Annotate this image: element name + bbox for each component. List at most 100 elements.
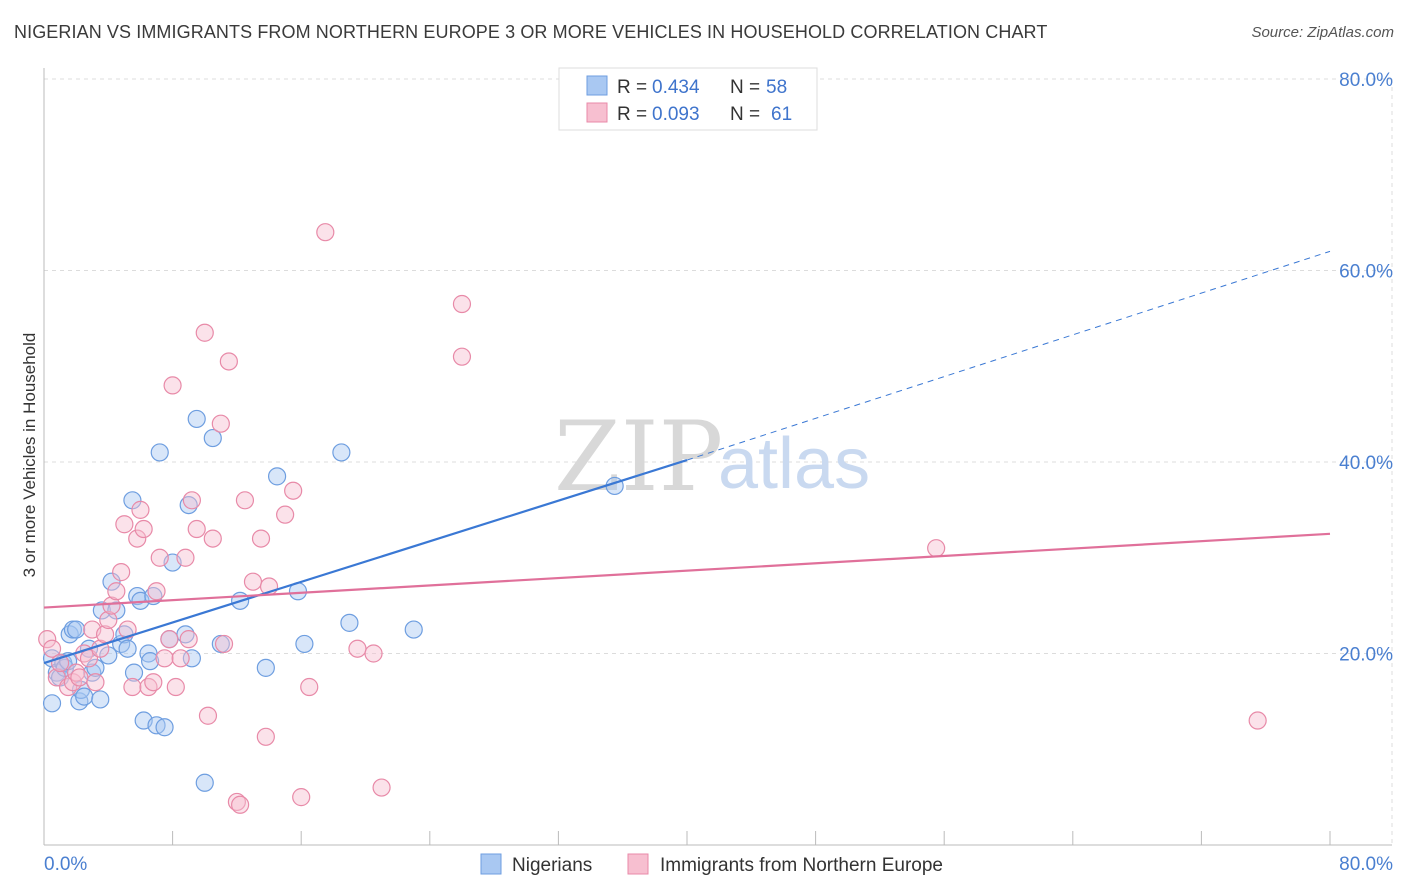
nigerians-trend-line [43,459,688,665]
northern-europe-point [231,795,250,814]
northern-europe-point [452,347,472,366]
data-points [38,223,1267,814]
nigerian-point [91,690,110,709]
nigerian-point [92,601,111,620]
northern-europe-point [107,582,126,601]
nigerian-point [295,634,314,654]
source-label: Source: ZipAtlas.com [1251,24,1394,41]
northern-europe-point [364,644,383,663]
x-tick-label: 0.0% [44,854,87,875]
northern-europe-point [160,630,179,649]
northern-europe-point [348,639,367,658]
northern-europe-point [195,323,214,342]
northern-europe-point [118,620,137,639]
northern-europe-point [179,630,198,649]
northern-europe-point [256,727,275,746]
northern-europe-point [276,505,295,524]
northern-europe-point [211,414,230,433]
northern-europe-point [70,668,89,687]
northern-europe-point [251,529,271,548]
nigerians-trend-extension [686,250,1331,461]
nigerian-point [42,694,62,713]
x-tick-label: 80.0% [1339,854,1393,875]
nigerian-point [86,658,105,677]
legend-r-label: R = [617,77,647,98]
y-tick-label: 80.0% [1339,70,1393,91]
northern-europe-point [131,500,150,519]
watermark: ZIP atlas [554,401,870,513]
legend-swatch-nigerians [586,75,608,96]
nigerian-point [102,572,121,591]
nigerian-point [150,443,169,462]
northern-europe-point [243,572,263,591]
northern-europe-point [214,634,234,654]
northern-europe-point [284,481,303,500]
legend-swatch-northern-europe [627,853,649,875]
nigerian-point [140,652,160,671]
legend-n-label: N = [730,77,760,98]
legend-series: Nigerians Immigrants from Northern Europ… [480,853,943,876]
northern-europe-point [86,673,105,692]
northern-europe-trend-line [43,532,1331,609]
northern-europe-point [316,223,335,242]
northern-europe-point [115,515,134,534]
legend-r-label: R = [617,104,647,125]
legend-swatch-nigerians [480,853,502,875]
northern-europe-point [171,649,190,668]
northern-europe-point [123,677,142,697]
legend-label-northern-europe: Immigrants from Northern Europe [660,855,943,876]
nigerian-point [67,620,86,639]
northern-europe-point [176,548,195,567]
nigerian-point [340,613,359,632]
northern-europe-point [155,649,174,668]
chart-title: NIGERIAN VS IMMIGRANTS FROM NORTHERN EUR… [14,22,1048,42]
y-tick-label: 40.0% [1339,453,1393,474]
y-tick-label: 20.0% [1339,645,1393,666]
watermark-atlas: atlas [718,424,870,504]
northern-europe-point [300,677,319,697]
nigerian-point [256,658,275,677]
nigerian-point [155,718,174,737]
northern-europe-point [134,519,153,539]
nigerian-point [404,620,423,639]
legend-swatch-northern-europe [586,102,608,123]
legend-label-nigerians: Nigerians [512,855,592,876]
northern-europe-point [128,529,147,548]
northern-europe-point [102,596,121,615]
northern-europe-point [198,706,218,725]
legend-n-value: 61 [771,104,792,125]
northern-europe-point [187,519,206,539]
northern-europe-point [42,639,62,658]
northern-europe-point [112,563,131,582]
y-tick-label: 60.0% [1339,262,1393,283]
nigerian-point [203,428,222,448]
northern-europe-point [1248,711,1267,730]
northern-europe-point [150,548,169,567]
nigerian-point [187,409,206,429]
northern-europe-point [182,491,201,510]
axes [43,68,1392,846]
legend-r-value: 0.093 [652,104,700,125]
y-axis-label: 3 or more Vehicles in Household [20,333,39,578]
nigerian-point [332,443,351,462]
trend-lines [43,250,1331,665]
legend-r-value: 0.434 [652,77,700,98]
northern-europe-point [227,792,246,812]
northern-europe-point [144,673,163,692]
northern-europe-point [147,582,166,601]
northern-europe-point [38,630,57,649]
nigerian-point [124,663,144,682]
northern-europe-point [99,610,118,630]
northern-europe-point [372,778,391,797]
northern-europe-point [235,491,255,510]
tick-labels: 20.0% 40.0% 60.0% 80.0% 0.0% 80.0% [44,70,1393,875]
nigerian-point [267,467,287,486]
northern-europe-point [927,539,946,558]
northern-europe-point [203,529,222,548]
legend-n-label: N = [730,104,760,125]
watermark-zip: ZIP [554,401,723,513]
northern-europe-point [166,677,185,697]
northern-europe-point [452,294,472,314]
legend-stats: R = 0.434 N = 58 R = 0.093 N = 61 [558,67,818,131]
